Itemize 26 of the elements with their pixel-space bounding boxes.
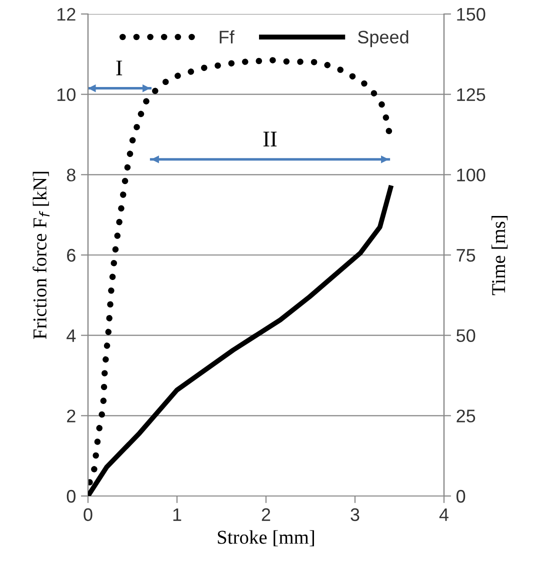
x-tick-label: 3	[350, 508, 360, 522]
y-tick-label: 10	[57, 88, 76, 102]
legend-label: Speed	[358, 30, 408, 48]
y2-tick-label: 0	[456, 490, 466, 503]
y-tick-label: 0	[66, 490, 76, 503]
y-tick-label: 2	[67, 410, 76, 422]
y-tick-label: 12	[57, 8, 76, 21]
y-tick-label: 6	[67, 248, 76, 262]
y2-tick-label: 100	[457, 168, 486, 182]
annotation: II	[263, 132, 277, 146]
x-tick-label: 2	[262, 508, 270, 521]
annotation: I	[116, 60, 122, 76]
y2-axis-title: Time [ms]	[491, 216, 508, 296]
y2-tick-label: 25	[456, 410, 476, 422]
y-tick-label: 8	[66, 168, 76, 182]
y-tick-label: 4	[66, 329, 76, 342]
y2-tick-label: 150	[457, 8, 486, 21]
y2-tick-label: 75	[456, 249, 476, 262]
y-axis-title: Friction force F$_{f}$ [kN]	[32, 172, 50, 340]
x-tick-label: 0	[84, 508, 92, 522]
x-tick-label: 4	[439, 508, 448, 521]
y2-tick-label: 50	[456, 329, 476, 342]
y2-tick-label: 125	[457, 88, 486, 102]
x-tick-label: 1	[173, 508, 182, 521]
legend-label: Ff	[220, 30, 234, 44]
x-axis-title: Stroke [mm]	[218, 530, 314, 546]
